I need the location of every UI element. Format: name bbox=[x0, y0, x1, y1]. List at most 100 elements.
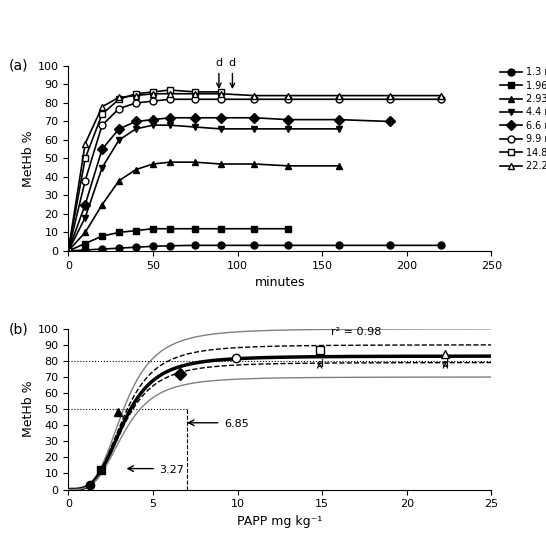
Line: 9.9 mg kg⁻¹: 9.9 mg kg⁻¹ bbox=[65, 96, 444, 255]
4.4 mg kg⁻¹ bbox=[217, 125, 224, 132]
4.4 mg kg⁻¹ bbox=[167, 122, 173, 129]
1.96 mg kg⁻¹ bbox=[192, 226, 199, 232]
9.9 mg kg⁻¹ bbox=[387, 96, 393, 103]
9.9 mg kg⁻¹ bbox=[336, 96, 342, 103]
22.28 mg kg⁻¹ bbox=[82, 140, 88, 147]
2.93 mg kg⁻¹ bbox=[65, 248, 72, 254]
4.4 mg kg⁻¹ bbox=[285, 125, 292, 132]
1.3 mg kg⁻¹ bbox=[133, 244, 139, 250]
2.93 mg kg⁻¹ bbox=[150, 161, 156, 167]
Text: r² = 0.98: r² = 0.98 bbox=[331, 327, 381, 337]
1.96 mg kg⁻¹ bbox=[217, 226, 224, 232]
6.6 mg kg⁻¹ bbox=[150, 117, 156, 123]
22.28 mg kg⁻¹ bbox=[336, 92, 342, 99]
Text: d: d bbox=[442, 359, 449, 369]
4.4 mg kg⁻¹ bbox=[99, 164, 105, 171]
4.4 mg kg⁻¹ bbox=[82, 214, 88, 221]
Text: d: d bbox=[316, 359, 323, 369]
22.28 mg kg⁻¹ bbox=[133, 92, 139, 99]
22.28 mg kg⁻¹ bbox=[192, 90, 199, 97]
1.3 mg kg⁻¹ bbox=[65, 248, 72, 254]
Line: 2.93 mg kg⁻¹: 2.93 mg kg⁻¹ bbox=[65, 159, 342, 255]
1.96 mg kg⁻¹ bbox=[150, 226, 156, 232]
14.85 mg kg⁻¹ bbox=[65, 248, 72, 254]
6.6 mg kg⁻¹ bbox=[65, 248, 72, 254]
4.4 mg kg⁻¹ bbox=[65, 248, 72, 254]
6.6 mg kg⁻¹ bbox=[336, 117, 342, 123]
1.3 mg kg⁻¹ bbox=[82, 247, 88, 254]
2.93 mg kg⁻¹ bbox=[217, 161, 224, 167]
Line: 4.4 mg kg⁻¹: 4.4 mg kg⁻¹ bbox=[65, 122, 342, 255]
4.4 mg kg⁻¹ bbox=[150, 122, 156, 129]
1.3 mg kg⁻¹ bbox=[99, 246, 105, 252]
22.28 mg kg⁻¹ bbox=[65, 248, 72, 254]
14.85 mg kg⁻¹ bbox=[167, 87, 173, 94]
22.28 mg kg⁻¹ bbox=[387, 92, 393, 99]
6.6 mg kg⁻¹ bbox=[82, 201, 88, 208]
2.93 mg kg⁻¹ bbox=[99, 201, 105, 208]
6.6 mg kg⁻¹ bbox=[116, 125, 122, 132]
1.3 mg kg⁻¹ bbox=[192, 242, 199, 249]
22.28 mg kg⁻¹ bbox=[99, 103, 105, 110]
9.9 mg kg⁻¹ bbox=[192, 96, 199, 103]
9.9 mg kg⁻¹ bbox=[217, 96, 224, 103]
9.9 mg kg⁻¹ bbox=[285, 96, 292, 103]
9.9 mg kg⁻¹ bbox=[437, 96, 444, 103]
14.85 mg kg⁻¹ bbox=[99, 111, 105, 117]
2.93 mg kg⁻¹ bbox=[192, 159, 199, 166]
Text: d: d bbox=[229, 58, 236, 87]
4.4 mg kg⁻¹ bbox=[133, 125, 139, 132]
1.96 mg kg⁻¹ bbox=[251, 226, 258, 232]
X-axis label: minutes: minutes bbox=[254, 276, 305, 289]
1.3 mg kg⁻¹ bbox=[150, 243, 156, 250]
4.4 mg kg⁻¹ bbox=[116, 136, 122, 143]
1.96 mg kg⁻¹ bbox=[82, 240, 88, 247]
6.6 mg kg⁻¹ bbox=[133, 118, 139, 125]
1.96 mg kg⁻¹ bbox=[65, 248, 72, 254]
1.3 mg kg⁻¹ bbox=[437, 242, 444, 249]
Text: 6.85: 6.85 bbox=[224, 420, 249, 430]
14.85 mg kg⁻¹ bbox=[150, 89, 156, 95]
9.9 mg kg⁻¹ bbox=[116, 105, 122, 112]
Text: (b): (b) bbox=[9, 322, 29, 336]
2.93 mg kg⁻¹ bbox=[116, 177, 122, 184]
2.93 mg kg⁻¹ bbox=[285, 163, 292, 169]
6.6 mg kg⁻¹ bbox=[251, 114, 258, 121]
2.93 mg kg⁻¹ bbox=[82, 229, 88, 236]
9.9 mg kg⁻¹ bbox=[167, 96, 173, 103]
9.9 mg kg⁻¹ bbox=[65, 248, 72, 254]
1.3 mg kg⁻¹ bbox=[217, 242, 224, 249]
6.6 mg kg⁻¹ bbox=[192, 114, 199, 121]
22.28 mg kg⁻¹ bbox=[251, 92, 258, 99]
14.85 mg kg⁻¹ bbox=[192, 89, 199, 95]
4.4 mg kg⁻¹ bbox=[251, 125, 258, 132]
14.85 mg kg⁻¹ bbox=[217, 89, 224, 95]
Line: 22.28 mg kg⁻¹: 22.28 mg kg⁻¹ bbox=[65, 90, 444, 255]
Text: d: d bbox=[215, 58, 222, 87]
22.28 mg kg⁻¹ bbox=[167, 90, 173, 97]
14.85 mg kg⁻¹ bbox=[133, 90, 139, 97]
1.3 mg kg⁻¹ bbox=[285, 242, 292, 249]
Line: 14.85 mg kg⁻¹: 14.85 mg kg⁻¹ bbox=[65, 86, 224, 255]
2.93 mg kg⁻¹ bbox=[167, 159, 173, 166]
9.9 mg kg⁻¹ bbox=[251, 96, 258, 103]
Text: (a): (a) bbox=[9, 59, 28, 73]
Line: 1.3 mg kg⁻¹: 1.3 mg kg⁻¹ bbox=[65, 242, 444, 255]
2.93 mg kg⁻¹ bbox=[251, 161, 258, 167]
1.3 mg kg⁻¹ bbox=[167, 243, 173, 249]
X-axis label: PAPP mg kg⁻¹: PAPP mg kg⁻¹ bbox=[237, 515, 323, 528]
4.4 mg kg⁻¹ bbox=[192, 124, 199, 130]
22.28 mg kg⁻¹ bbox=[437, 92, 444, 99]
6.6 mg kg⁻¹ bbox=[387, 118, 393, 125]
Y-axis label: MetHb %: MetHb % bbox=[22, 381, 35, 437]
Line: 6.6 mg kg⁻¹: 6.6 mg kg⁻¹ bbox=[65, 114, 393, 255]
22.28 mg kg⁻¹ bbox=[150, 90, 156, 97]
Legend: 1.3 mg kg⁻¹, 1.96 mg kg⁻¹, 2.93 mg kg⁻¹, 4.4 mg kg⁻¹, 6.6 mg kg⁻¹, 9.9 mg kg⁻¹, : 1.3 mg kg⁻¹, 1.96 mg kg⁻¹, 2.93 mg kg⁻¹,… bbox=[501, 67, 546, 171]
Line: 1.96 mg kg⁻¹: 1.96 mg kg⁻¹ bbox=[65, 226, 292, 255]
22.28 mg kg⁻¹ bbox=[116, 94, 122, 101]
1.3 mg kg⁻¹ bbox=[336, 242, 342, 249]
1.96 mg kg⁻¹ bbox=[167, 226, 173, 232]
22.28 mg kg⁻¹ bbox=[217, 90, 224, 97]
9.9 mg kg⁻¹ bbox=[82, 177, 88, 184]
1.3 mg kg⁻¹ bbox=[387, 242, 393, 249]
